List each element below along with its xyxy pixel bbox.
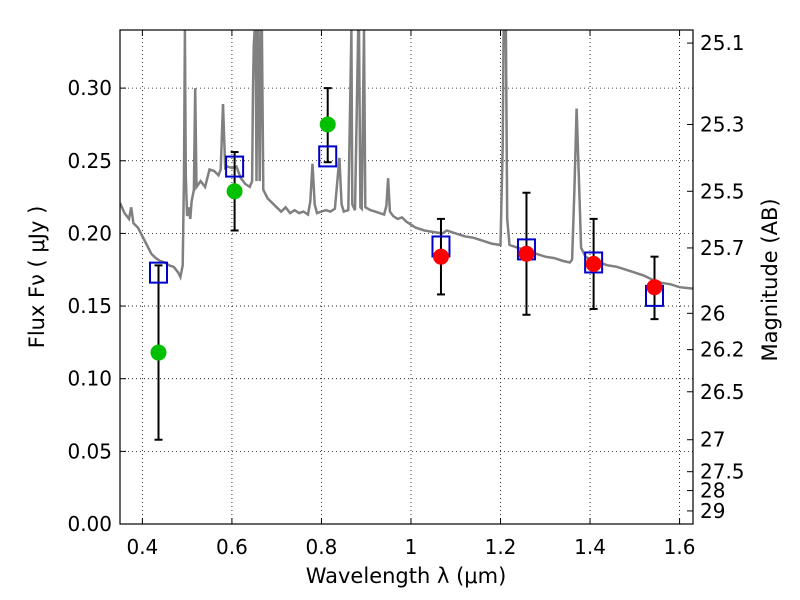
model-spectrum-line: [120, 30, 693, 290]
y-tick-label: 0.30: [67, 76, 112, 100]
magnitude-tick-label: 27: [700, 428, 725, 452]
x-tick-label: 1.6: [664, 535, 696, 559]
x-tick-label: 1.2: [485, 535, 517, 559]
magnitude-tick-label: 29: [700, 499, 725, 523]
observed-flux-markers: [150, 116, 663, 361]
observed-nir-point: [646, 279, 663, 296]
model-photometry-square: [225, 155, 245, 178]
y-tick-label: 0.10: [67, 367, 112, 391]
magnitude-tick-label: 25.5: [700, 179, 745, 203]
magnitude-tick-label: 25.7: [700, 236, 745, 260]
y-tick-labels: 0.00 0.05 0.10 0.15 0.20 0.25 0.30: [67, 76, 112, 536]
magnitude-tick-label: 25.3: [700, 112, 745, 136]
observed-nir-point: [518, 245, 535, 262]
observed-optical-point: [226, 183, 243, 200]
magnitude-tick-label: 28: [700, 479, 725, 503]
y2-axis-title: Magnitude (AB): [758, 198, 782, 361]
x-tick-label: 1.4: [574, 535, 606, 559]
observed-nir-point: [432, 248, 449, 265]
y-tick-label: 0.20: [67, 221, 112, 245]
x-tick-labels: 0.4 0.6 0.8 1 1.2 1.4 1.6: [126, 535, 695, 559]
magnitude-tick-label: 26.2: [700, 338, 745, 362]
axis-ticks: [120, 30, 693, 525]
observed-optical-point: [150, 344, 167, 361]
model-photometry-square: [148, 261, 168, 284]
x-axis-title: Wavelength λ (μm): [306, 564, 507, 588]
plot-frame: [119, 29, 694, 525]
model-photometry-markers: [148, 145, 665, 307]
x-tick-label: 1: [405, 535, 418, 559]
observed-nir-point: [585, 255, 602, 272]
magnitude-tick-label: 26.5: [700, 380, 745, 404]
magnitude-tick-label: 26: [700, 301, 725, 325]
y-tick-label: 0.15: [67, 294, 112, 318]
x-tick-label: 0.4: [126, 535, 158, 559]
y-tick-label: 0.05: [67, 439, 112, 463]
model-photometry-square: [318, 145, 338, 168]
magnitude-tick-label: 25.1: [700, 31, 745, 55]
y-tick-label: 0.25: [67, 149, 112, 173]
observed-optical-point: [319, 116, 336, 133]
x-tick-label: 0.8: [306, 535, 338, 559]
error-bars: [154, 87, 659, 441]
grid: [120, 30, 693, 525]
y-tick-label: 0.00: [67, 512, 112, 536]
model-photometry-square: [584, 251, 604, 274]
y-axis-title: Flux Fν ( μJy ): [25, 206, 49, 349]
x-tick-label: 0.6: [216, 535, 248, 559]
magnitude-tick-label: 27.5: [700, 460, 745, 484]
